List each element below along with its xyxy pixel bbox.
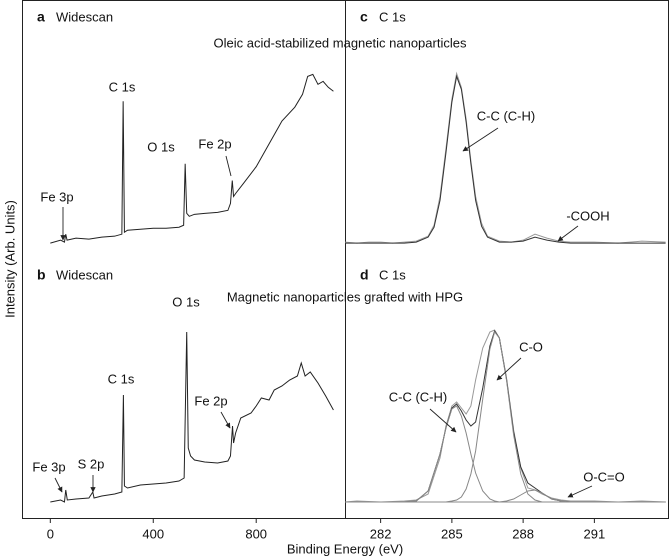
- annotation-arrow: [429, 408, 457, 433]
- row-title: Magnetic nanoparticles grafted with HPG: [227, 289, 463, 304]
- y-axis-label: Intensity (Arb. Units): [2, 200, 17, 318]
- annotation: Fe 2p: [194, 393, 227, 408]
- panel-title: Widescan: [56, 9, 113, 24]
- panel-letter: b: [37, 267, 46, 283]
- annotation: S 2p: [78, 456, 105, 471]
- spectrum-line: [344, 71, 666, 244]
- annotation-arrow: [225, 155, 232, 177]
- annotation: O 1s: [172, 294, 200, 309]
- annotation-arrow: [567, 485, 593, 498]
- annotation: O-C=O: [583, 469, 625, 484]
- annotation-arrow: [496, 357, 522, 381]
- annotation: C-C (C-H): [477, 108, 535, 123]
- panel-title: C 1s: [379, 9, 406, 24]
- annotation: Fe 2p: [198, 136, 231, 151]
- spectrum-line: [50, 331, 334, 503]
- spectrum-line: [345, 74, 666, 244]
- annotation-arrow: [462, 127, 499, 152]
- annotation-arrow: [220, 411, 231, 429]
- spectrum-line: [345, 489, 666, 503]
- annotation-arrow: [557, 225, 579, 242]
- x-tick-label: 291: [584, 526, 606, 541]
- spectrum-line: [344, 329, 666, 503]
- annotation: Fe 3p: [32, 459, 65, 474]
- x-tick-label: 285: [441, 526, 463, 541]
- annotation: C 1s: [108, 371, 135, 386]
- panel-title: C 1s: [379, 267, 406, 282]
- annotation: C 1s: [109, 79, 136, 94]
- panel-title: Widescan: [56, 267, 113, 282]
- annotation-arrow: [54, 477, 63, 493]
- spectrum-line: [345, 405, 666, 503]
- x-tick-label: 282: [370, 526, 392, 541]
- annotation: O 1s: [147, 139, 175, 154]
- panel-letter: d: [360, 267, 369, 283]
- row-title: Oleic acid-stabilized magnetic nanoparti…: [214, 35, 467, 50]
- annotation: -COOH: [566, 208, 609, 223]
- x-tick-label: 800: [245, 526, 267, 541]
- x-axis-label: Binding Energy (eV): [287, 541, 403, 556]
- x-tick-label: 400: [142, 526, 164, 541]
- panel-letter: c: [360, 9, 368, 25]
- annotation: Fe 3p: [40, 189, 73, 204]
- spectrum-line: [50, 73, 334, 244]
- x-tick-label: 288: [512, 526, 534, 541]
- x-tick-label: 0: [47, 526, 54, 541]
- panel-letter: a: [37, 9, 45, 25]
- annotation: C-O: [519, 339, 543, 354]
- annotation: C-C (C-H): [389, 389, 447, 404]
